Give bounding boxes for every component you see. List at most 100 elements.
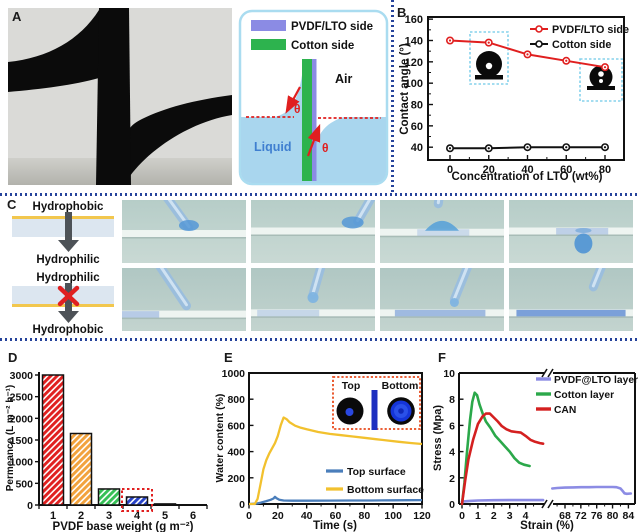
axis-break-mark — [547, 368, 554, 378]
axis-break-mark — [541, 499, 548, 509]
left-meniscus-band — [8, 10, 99, 92]
y-tick-label: 60 — [411, 121, 423, 133]
bar-5 — [153, 503, 177, 506]
theta-label-left: θ — [294, 102, 301, 116]
sessile-droplet — [178, 220, 199, 232]
y-axis-label: Permeance (L m⁻² h⁻¹) — [5, 385, 16, 492]
droplet-base — [475, 75, 503, 80]
y-tick-label: 800 — [227, 394, 245, 406]
panel-label-b: B — [397, 5, 407, 20]
membrane-shadow — [509, 234, 633, 236]
x-tick-label: 3 — [507, 510, 513, 522]
schematic2-membrane — [12, 286, 114, 304]
dye-stain — [257, 309, 320, 317]
schematic2-coating-bottom — [12, 304, 114, 307]
spreading-droplet — [425, 220, 459, 231]
y-tick-label: 0 — [449, 499, 455, 511]
y-tick-label: 2 — [449, 473, 455, 485]
y-tick-label: 3000 — [10, 370, 34, 382]
needle-highlight — [452, 268, 469, 300]
panel-a-schematic: θ θ Air Liquid PVDF/LTO side Cotton side — [238, 9, 389, 186]
membrane-photo-tile-r1c3 — [380, 200, 504, 263]
liquid-label: Liquid — [254, 140, 292, 154]
x-tick-label: 40 — [301, 510, 313, 522]
x-tick-label: 68 — [559, 510, 571, 522]
x-tick-label: 80 — [599, 164, 611, 176]
horizontal-separator-1 — [0, 193, 640, 196]
contact-angle-arrow-right — [306, 123, 321, 157]
series-line-pvdf@lto-layer — [460, 498, 545, 503]
right-meniscus-band — [130, 95, 232, 176]
small-dye-spot — [345, 408, 354, 416]
y-tick-label: 8 — [449, 394, 455, 406]
schematic2-top-label: Hydrophilic — [36, 272, 100, 284]
vertical-separator — [391, 0, 394, 194]
water-content-chart: 0 200 400 600 800 1000 0 20 40 60 80 100 120 Top surf… — [214, 368, 431, 532]
series-line — [249, 416, 423, 506]
blocked-x-icon — [57, 285, 80, 307]
data-marker-dot — [565, 146, 568, 149]
legend-swatch-cotton — [251, 39, 286, 50]
membrane-photo-tile-r2c4 — [509, 268, 633, 331]
x-axis-label: PVDF base weight (g m⁻²) — [53, 521, 194, 532]
data-marker-dot — [448, 147, 452, 150]
y-tick-label: 500 — [15, 478, 33, 490]
category-label: 3 — [106, 510, 112, 522]
y-tick-label: 1000 — [10, 457, 34, 469]
legend-label: Cotton side — [552, 39, 611, 51]
panel-c-schematics: Hydrophobic Hydrophilic Hydrophilic Hydr… — [12, 201, 114, 336]
y-tick-label: 200 — [227, 473, 245, 485]
dye-stain — [394, 309, 486, 317]
legend-label: Cotton layer — [554, 390, 614, 401]
legend-label: PVDF@LTO layer — [554, 375, 638, 386]
y-tick-label: 40 — [411, 142, 423, 154]
membrane-shadow — [251, 316, 375, 318]
schematic1-arrow-shaft — [65, 212, 72, 240]
membrane-photo-tile-r1c4 — [509, 200, 633, 263]
data-marker-dot — [603, 66, 607, 69]
y-axis-label: Contact angle (°) — [399, 43, 411, 135]
y-tick-label: 2000 — [10, 413, 34, 425]
x-tick-label: 0 — [246, 510, 252, 522]
data-marker-dot — [526, 146, 529, 149]
membrane-band — [380, 228, 504, 236]
membrane-photo-tile-r1c2 — [251, 200, 375, 263]
membrane-photo-tile-r2c2 — [251, 268, 375, 331]
droplet-residue — [575, 228, 592, 233]
legend-label-pvdf: PVDF/LTO side — [291, 21, 373, 33]
schematic1-top-label: Hydrophobic — [33, 201, 105, 213]
x-axis-label: Strain (%) — [520, 520, 574, 532]
y-tick-label: 100 — [405, 78, 423, 90]
y-tick-label: 6 — [449, 420, 455, 432]
y-tick-label: 1500 — [10, 435, 34, 447]
y-tick-label: 600 — [227, 420, 245, 432]
panel-label-d: D — [8, 350, 18, 365]
x-tick-label: 80 — [358, 510, 370, 522]
schematic1-coating-top — [12, 216, 114, 219]
x-tick-label: 76 — [591, 510, 603, 522]
data-marker-dot — [526, 53, 529, 56]
panel-label-f: F — [438, 350, 446, 365]
y-tick-label: 140 — [405, 35, 423, 47]
droplet-highlight — [485, 62, 493, 70]
membrane-shadow — [380, 235, 504, 238]
x-tick-label: 4 — [523, 510, 529, 522]
membrane-shadow — [380, 316, 504, 318]
series-line-can — [460, 412, 545, 506]
y-axis-label: Water content (%) — [214, 394, 226, 483]
legend-marker — [535, 25, 543, 33]
x-tick-label: 100 — [384, 510, 402, 522]
x-tick-label: 60 — [330, 510, 342, 522]
series-line-cotton-layer — [460, 391, 531, 506]
x-axis-label: Time (s) — [313, 520, 357, 532]
contact-angle-arrow-left — [285, 86, 301, 114]
y-tick-label: 4 — [449, 447, 455, 459]
inset-bottom-label: Bottom — [382, 380, 419, 392]
inset-divider-bar — [371, 390, 378, 430]
highlight-box — [121, 487, 153, 513]
x-tick-label: 20 — [272, 510, 284, 522]
series-line — [248, 495, 423, 506]
x-tick-label: 20 — [483, 164, 495, 176]
